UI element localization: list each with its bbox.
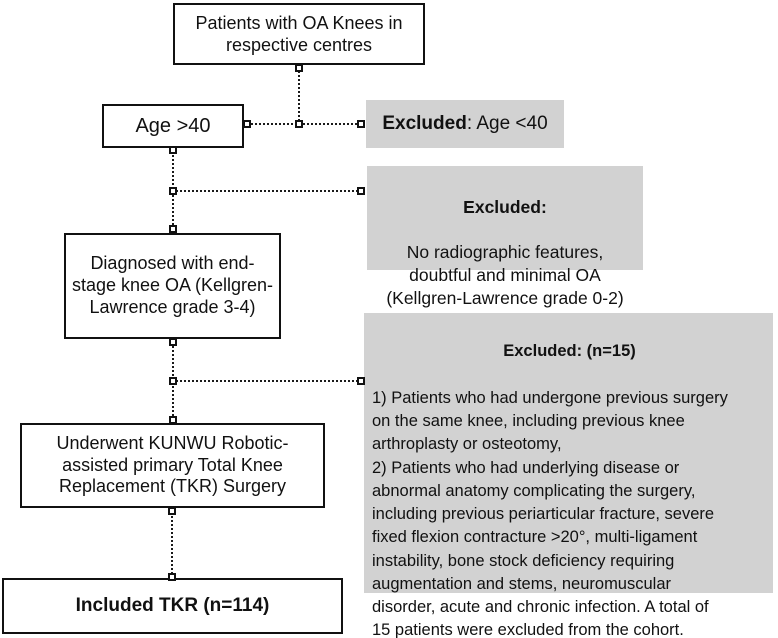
connector-handle: [357, 377, 365, 385]
connector-top-to-junction1: [298, 68, 300, 124]
box-included-tkr: Included TKR (n=114): [2, 578, 343, 634]
connector-age-to-excluded-age: [247, 123, 361, 125]
box-age-over-40-label: Age >40: [135, 114, 211, 137]
connector-handle: [168, 507, 176, 515]
connector-handle: [357, 187, 365, 195]
box-patients-oa-knees: Patients with OA Knees in respective cen…: [173, 3, 425, 65]
box-diagnosed-end-stage-oa-label: Diagnosed with end- stage knee OA (Kellg…: [71, 253, 274, 317]
connector-handle: [169, 416, 177, 424]
box-included-tkr-label: Included TKR (n=114): [75, 595, 270, 617]
connector-to-excluded-surgery: [173, 380, 361, 382]
connector-handle: [295, 64, 303, 72]
box-age-over-40: Age >40: [102, 104, 244, 148]
excluded-box-surgery-title: Excluded: (n=15): [503, 342, 636, 361]
connector-handle: [169, 187, 177, 195]
excluded-box-radiographic-title: Excluded:: [463, 196, 547, 217]
excluded-box-radiographic-body: No radiographic features, doubtful and m…: [386, 242, 624, 308]
box-patients-oa-knees-label: Patients with OA Knees in respective cen…: [195, 12, 403, 56]
box-underwent-robotic-tkr-label: Underwent KUNWU Robotic- assisted primar…: [56, 432, 289, 497]
box-underwent-robotic-tkr: Underwent KUNWU Robotic- assisted primar…: [20, 423, 325, 508]
box-diagnosed-end-stage-oa: Diagnosed with end- stage knee OA (Kellg…: [64, 233, 281, 339]
excluded-box-age: Excluded: Age <40: [366, 100, 564, 148]
excluded-box-radiographic: Excluded: No radiographic features, doub…: [367, 166, 643, 308]
connector-handle: [168, 573, 176, 581]
excluded-box-surgery: Excluded: (n=15) 1) Patients who had und…: [364, 313, 773, 638]
connector-handle: [357, 120, 365, 128]
connector-handle: [169, 146, 177, 154]
connector-handle: [169, 225, 177, 233]
excluded-box-surgery-body: 1) Patients who had undergone previous s…: [372, 388, 728, 638]
connector-handle: [169, 377, 177, 385]
connector-underwent-to-included: [171, 509, 173, 577]
connector-handle: [295, 120, 303, 128]
excluded-box-age-label: Excluded: Age <40: [382, 113, 548, 134]
connector-handle: [243, 120, 251, 128]
connector-handle: [169, 338, 177, 346]
connector-to-excluded-radiographic: [173, 190, 361, 192]
